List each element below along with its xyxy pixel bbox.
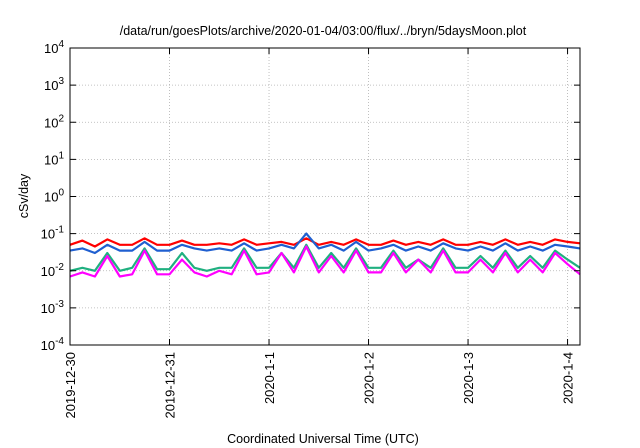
y-axis: 10-4 10-3 10-2 10-1 100 101 102 103 104	[41, 39, 580, 353]
y-tick-label: 101	[44, 150, 64, 167]
series-group	[69, 232, 581, 278]
series-line-1	[69, 237, 581, 248]
y-tick-label: 10-1	[41, 225, 65, 242]
series-line-2	[69, 232, 581, 255]
grid	[70, 48, 580, 345]
y-tick-label: 102	[44, 113, 64, 130]
series-line-4	[69, 245, 581, 278]
x-axis-label: Coordinated Universal Time (UTC)	[227, 432, 419, 446]
y-tick-label: 10-2	[41, 262, 65, 279]
y-tick-label: 100	[44, 188, 64, 205]
x-tick-label: 2019-12-31	[163, 352, 178, 419]
y-tick-label: 10-4	[41, 336, 65, 353]
x-tick-label: 2020-1-2	[362, 352, 377, 404]
x-tick-label: 2020-1-3	[461, 352, 476, 404]
y-axis-label: cSv/day	[17, 173, 31, 218]
x-tick-label: 2019-12-30	[63, 352, 78, 419]
series-line-3	[69, 243, 581, 272]
chart-title: /data/run/goesPlots/archive/2020-01-04/0…	[120, 24, 527, 38]
x-axis: 2019-12-30 2019-12-31 2020-1-1 2020-1-2 2020…	[63, 48, 576, 419]
y-tick-label: 10-3	[41, 299, 65, 316]
x-tick-label: 2020-1-4	[561, 352, 576, 404]
x-tick-label: 2020-1-1	[262, 352, 277, 404]
y-tick-label: 104	[44, 39, 64, 56]
y-tick-label: 103	[44, 76, 64, 93]
